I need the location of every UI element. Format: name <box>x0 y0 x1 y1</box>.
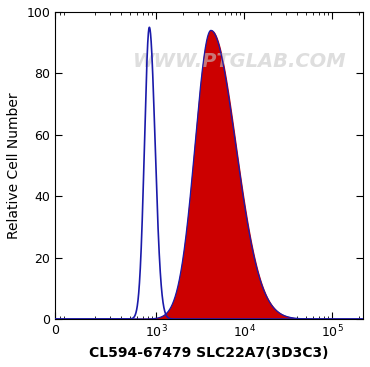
Text: WWW.PTGLAB.COM: WWW.PTGLAB.COM <box>133 52 347 70</box>
Y-axis label: Relative Cell Number: Relative Cell Number <box>7 92 21 239</box>
X-axis label: CL594-67479 SLC22A7(3D3C3): CL594-67479 SLC22A7(3D3C3) <box>90 346 329 360</box>
